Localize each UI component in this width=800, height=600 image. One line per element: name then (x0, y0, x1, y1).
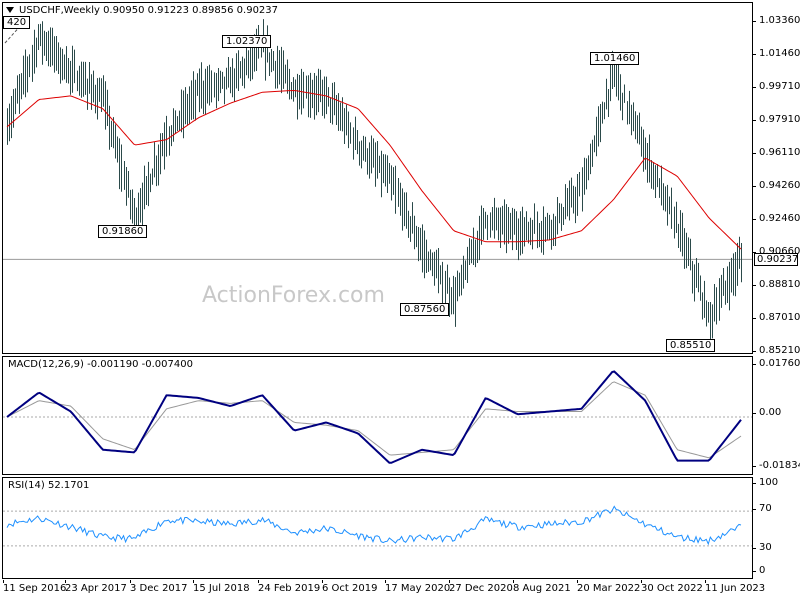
price-tick: 0.88810 (752, 279, 800, 290)
time-tick-label: 15 Jul 2018 (193, 580, 250, 594)
price-tick: 1.03360 (752, 15, 800, 26)
price-chart-canvas (3, 19, 752, 340)
annotation-low-1: 0.91860 (98, 225, 148, 238)
current-price-label: 0.90237 (754, 253, 798, 266)
moving-average-line (6, 89, 742, 250)
rsi-pane[interactable]: RSI(14) 52.1701 (2, 477, 753, 579)
price-axis: 1.03360 1.01460 0.99710 0.97910 0.96110 … (752, 2, 800, 356)
time-tick-label: 3 Dec 2017 (130, 580, 188, 594)
rsi-line (6, 505, 742, 546)
macd-tick: 0.017603 (753, 358, 800, 369)
annotation-high-1: 1.02370 (222, 35, 272, 48)
annotation-low-3: 0.85510 (666, 339, 716, 352)
time-tick-label: 27 Dec 2020 (449, 580, 513, 594)
rsi-tick: 30 (753, 542, 772, 553)
time-tick-label: 30 Oct 2022 (641, 580, 703, 594)
macd-line (6, 370, 742, 464)
time-tick-label: 11 Sep 2016 (3, 580, 67, 594)
price-tick: 1.01460 (752, 48, 800, 59)
annotation-high-2: 1.01460 (590, 52, 640, 65)
time-tick-label: 23 Apr 2017 (65, 580, 127, 594)
corner-price-label: 420 (3, 16, 31, 29)
price-tick: 0.97910 (752, 114, 800, 125)
chart-menu-arrow-icon[interactable] (6, 7, 14, 13)
price-tick: 0.87010 (752, 312, 800, 323)
macd-canvas (3, 370, 752, 464)
annotation-low-2: 0.87560 (400, 303, 450, 316)
macd-title: MACD(12,26,9) -0.001190 -0.007400 (8, 359, 193, 370)
rsi-tick: 0 (752, 565, 765, 576)
macd-tick: 0.00 (752, 407, 781, 418)
time-axis: 11 Sep 2016 23 Apr 2017 3 Dec 2017 15 Ju… (0, 580, 800, 600)
rsi-tick: 100 (752, 477, 778, 488)
macd-signal-line (6, 381, 742, 459)
ohlc-bars (7, 19, 742, 340)
price-tick: 0.90660 (752, 246, 800, 257)
time-tick-label: 6 Oct 2019 (322, 580, 378, 594)
time-tick-label: 20 Mar 2022 (577, 580, 641, 594)
rsi-title: RSI(14) 52.1701 (8, 480, 90, 491)
macd-axis: 0.017603 0.00 -0.01834 (752, 356, 800, 475)
price-chart-pane[interactable]: USDCHF,Weekly 0.90950 0.91223 0.89856 0.… (2, 2, 753, 354)
time-tick-label: 24 Feb 2019 (258, 580, 321, 594)
price-tick: 0.96110 (752, 147, 800, 158)
price-tick: 0.85210 (752, 345, 800, 356)
price-tick: 0.92460 (752, 213, 800, 224)
rsi-canvas (3, 505, 752, 547)
chart-title: USDCHF,Weekly 0.90950 0.91223 0.89856 0.… (19, 5, 279, 16)
rsi-tick: 70 (753, 503, 772, 514)
rsi-axis: 100 70 30 0 (752, 477, 800, 579)
time-tick-label: 11 Jun 2023 (705, 580, 766, 594)
time-tick-label: 17 May 2020 (385, 580, 451, 594)
macd-tick: -0.01834 (753, 460, 800, 471)
watermark: ActionForex.com (202, 283, 385, 308)
time-tick-label: 8 Aug 2021 (513, 580, 571, 594)
macd-pane[interactable]: MACD(12,26,9) -0.001190 -0.007400 (2, 356, 753, 475)
price-tick: 0.94260 (752, 180, 800, 191)
price-tick: 0.99710 (752, 81, 800, 92)
